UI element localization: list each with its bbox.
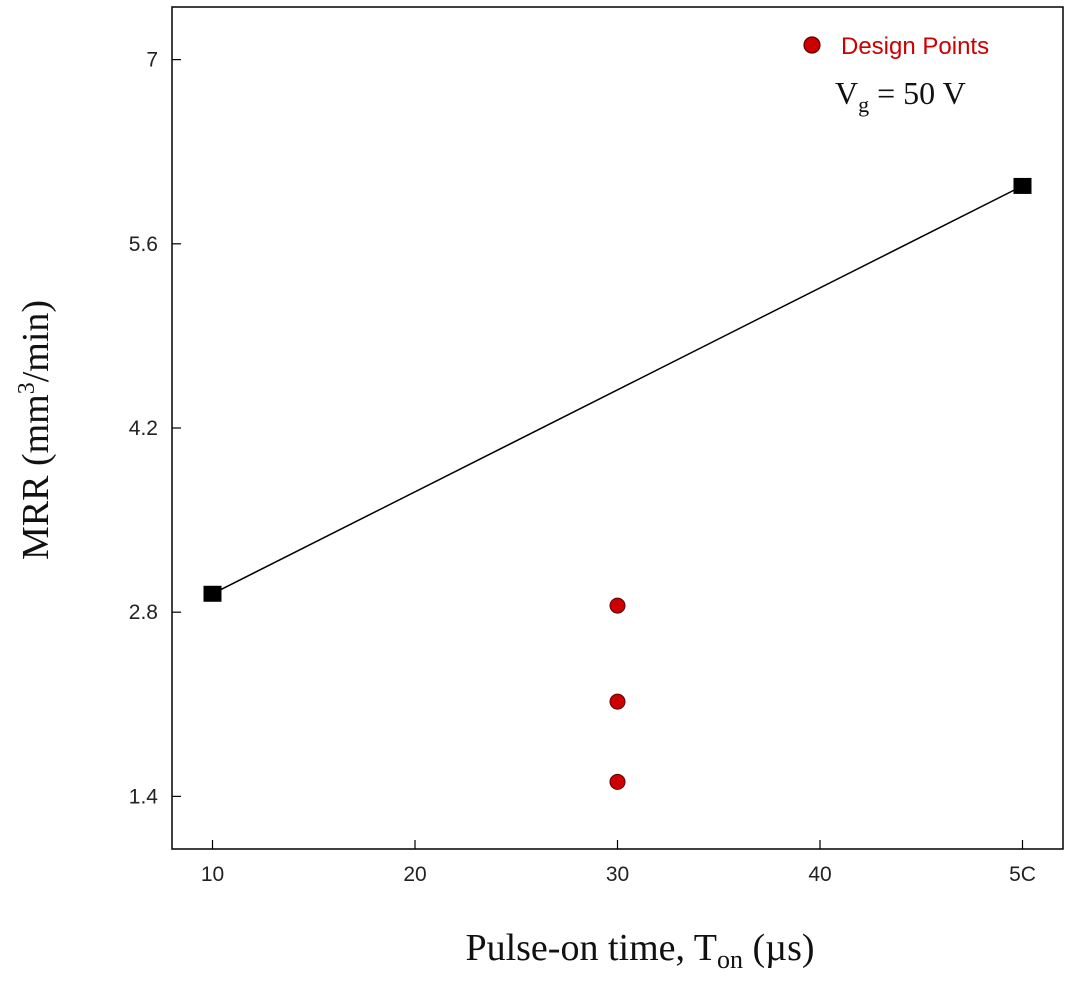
y-axis-title-main: MRR (mm: [15, 394, 57, 560]
y-tick-label: 2.8: [129, 601, 158, 624]
x-tick-label: 20: [403, 863, 426, 886]
data-point-design: [609, 693, 626, 710]
x-axis-title-sub: on: [717, 945, 743, 974]
series-layer: [203, 177, 1032, 790]
x-axis-title-main: Pulse-on time, T: [465, 927, 717, 969]
x-tick-label: 5C: [1009, 863, 1036, 886]
y-tick-label: 7: [146, 49, 158, 72]
y-tick-label: 4.2: [129, 417, 158, 440]
x-tick-label: 30: [606, 863, 629, 886]
voltage-annotation-sub: g: [858, 92, 869, 117]
y-tick-label: 1.4: [129, 785, 159, 808]
voltage-annotation-main: V: [835, 75, 858, 111]
series-line: [212, 185, 1023, 595]
legend-marker-design-points: [803, 36, 821, 54]
y-axis-title-unit: /min): [15, 300, 57, 382]
legend-label-design-points: Design Points: [841, 33, 989, 60]
axis-ticks: 1.4 2.8 4.2 5.6 7 10 20 30 40 5C: [129, 49, 1036, 886]
plot-frame: [171, 6, 1064, 850]
data-point-square: [1013, 177, 1032, 194]
voltage-annotation: Vg = 50 V: [835, 75, 966, 117]
x-axis-title: Pulse-on time, Ton (µs): [465, 927, 814, 974]
voltage-annotation-rest: = 50 V: [869, 75, 966, 111]
x-tick-label: 40: [808, 863, 831, 886]
x-axis-title-unit: (µs): [743, 927, 815, 969]
data-point-design: [609, 597, 626, 614]
x-tick-label: 10: [201, 863, 224, 886]
data-point-design: [609, 773, 626, 790]
y-axis-title: MRR (mm3/min): [14, 300, 57, 560]
data-point-square: [203, 585, 222, 602]
legend: Design Points: [803, 33, 989, 60]
y-axis-title-sup: 3: [14, 382, 40, 394]
y-tick-label: 5.6: [129, 233, 158, 256]
